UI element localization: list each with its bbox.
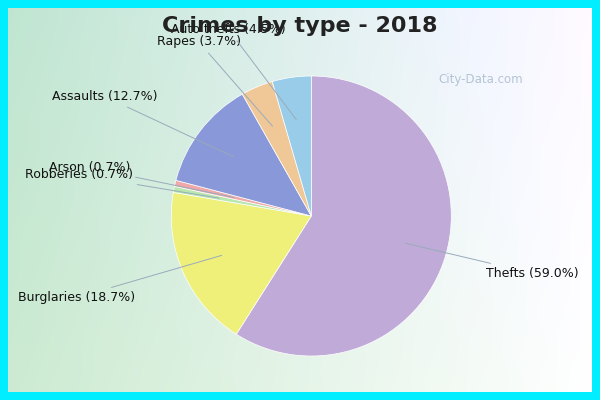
Text: Burglaries (18.7%): Burglaries (18.7%) <box>18 256 221 304</box>
Text: Arson (0.7%): Arson (0.7%) <box>49 161 234 198</box>
Wedge shape <box>236 76 451 356</box>
Text: Auto thefts (4.5%): Auto thefts (4.5%) <box>171 23 296 120</box>
Wedge shape <box>173 186 311 216</box>
Wedge shape <box>272 76 311 216</box>
Text: Rapes (3.7%): Rapes (3.7%) <box>157 35 272 126</box>
Text: Crimes by type - 2018: Crimes by type - 2018 <box>162 16 438 36</box>
Wedge shape <box>172 192 311 334</box>
Wedge shape <box>176 94 311 216</box>
Text: City-Data.com: City-Data.com <box>438 74 523 86</box>
Text: Thefts (59.0%): Thefts (59.0%) <box>406 243 578 280</box>
Wedge shape <box>242 82 311 216</box>
Wedge shape <box>175 180 311 216</box>
Text: Robberies (0.7%): Robberies (0.7%) <box>25 168 219 198</box>
Text: Assaults (12.7%): Assaults (12.7%) <box>52 90 233 157</box>
